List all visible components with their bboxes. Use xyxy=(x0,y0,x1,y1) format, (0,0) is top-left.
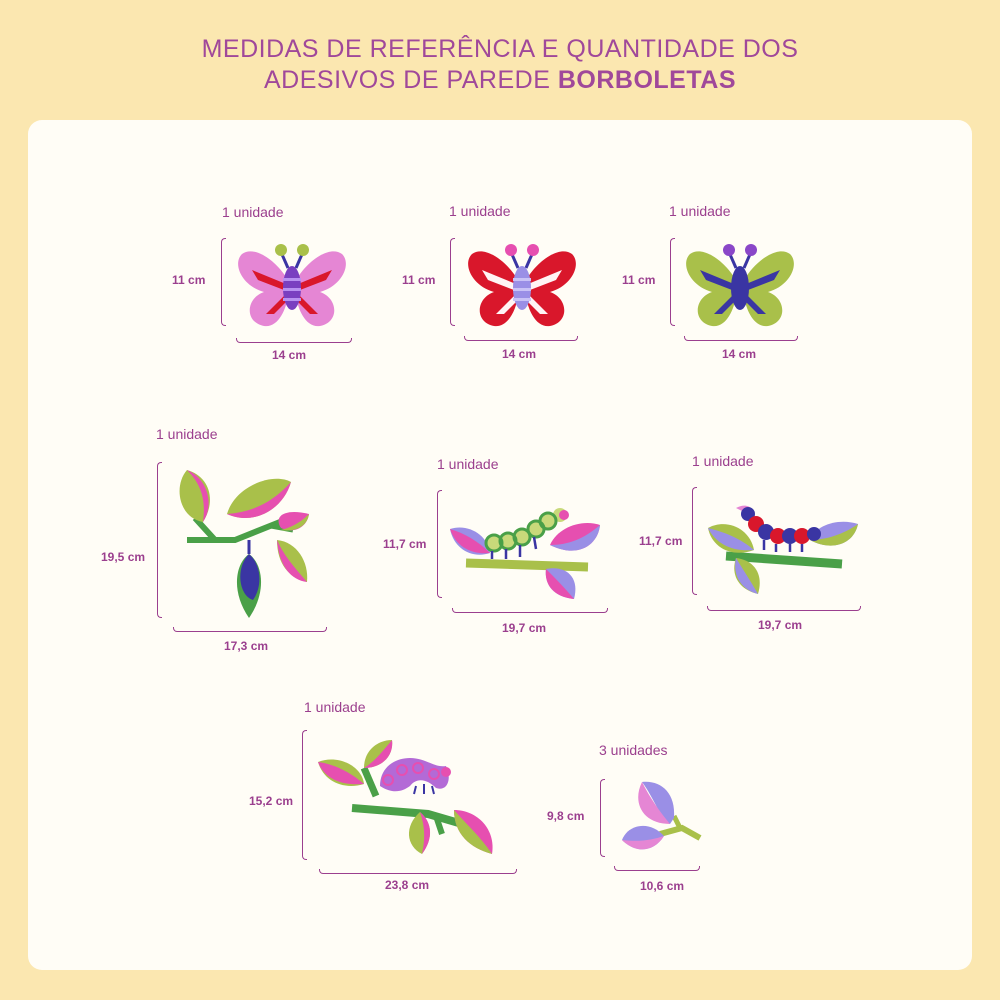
quantity-label: 1 unidade xyxy=(669,203,731,219)
page-title: MEDIDAS DE REFERÊNCIA E QUANTIDADE DOS A… xyxy=(0,34,1000,96)
butterfly-red-illustration xyxy=(468,244,576,327)
quantity-label: 1 unidade xyxy=(449,203,511,219)
butterfly-green-illustration xyxy=(686,244,794,327)
title-line-2: ADESIVOS DE PAREDE BORBOLETAS xyxy=(0,65,1000,96)
height-label: 11,7 cm xyxy=(639,534,683,548)
title-line-1: MEDIDAS DE REFERÊNCIA E QUANTIDADE DOS xyxy=(201,35,799,63)
width-bracket xyxy=(236,338,352,343)
caterpillar-red-illustration xyxy=(708,505,858,594)
width-bracket xyxy=(452,608,608,613)
height-bracket xyxy=(450,238,455,326)
width-bracket xyxy=(319,869,517,874)
width-label: 14 cm xyxy=(502,347,537,361)
quantity-label: 1 unidade xyxy=(156,426,218,442)
width-bracket xyxy=(173,627,327,632)
branch-cocoon-illustration xyxy=(179,470,309,618)
height-label: 9,8 cm xyxy=(547,809,585,823)
quantity-label: 1 unidade xyxy=(692,453,754,469)
height-bracket xyxy=(437,490,442,598)
height-bracket xyxy=(692,487,697,595)
width-label: 10,6 cm xyxy=(640,879,685,893)
width-label: 14 cm xyxy=(722,347,757,361)
width-bracket xyxy=(464,336,578,341)
height-bracket xyxy=(157,462,162,618)
butterfly-pink-illustration xyxy=(238,244,346,327)
quantity-label: 1 unidade xyxy=(437,456,499,472)
height-label: 19,5 cm xyxy=(101,550,146,564)
height-label: 15,2 cm xyxy=(249,794,294,808)
width-bracket xyxy=(707,606,861,611)
title-line-2-prefix: ADESIVOS DE PAREDE xyxy=(264,66,558,94)
caterpillar-purple-illustration xyxy=(318,740,493,854)
height-label: 11 cm xyxy=(622,273,656,287)
caterpillar-green-illustration xyxy=(450,508,600,599)
width-bracket xyxy=(614,866,700,871)
height-bracket xyxy=(600,779,605,857)
height-bracket xyxy=(302,730,307,860)
title-highlight: BORBOLETAS xyxy=(557,66,736,94)
quantity-label: 3 unidades xyxy=(599,742,668,758)
height-bracket xyxy=(670,238,675,326)
height-bracket xyxy=(221,238,226,326)
width-label: 17,3 cm xyxy=(224,639,269,653)
width-bracket xyxy=(684,336,798,341)
height-label: 11 cm xyxy=(402,273,436,287)
height-label: 11,7 cm xyxy=(383,537,427,551)
width-label: 14 cm xyxy=(272,348,307,362)
leaf-sprig-illustration xyxy=(622,781,702,850)
width-label: 19,7 cm xyxy=(758,618,803,632)
height-label: 11 cm xyxy=(172,273,206,287)
width-label: 19,7 cm xyxy=(502,621,547,635)
quantity-label: 1 unidade xyxy=(304,699,366,715)
width-label: 23,8 cm xyxy=(385,878,430,892)
quantity-label: 1 unidade xyxy=(222,204,284,220)
